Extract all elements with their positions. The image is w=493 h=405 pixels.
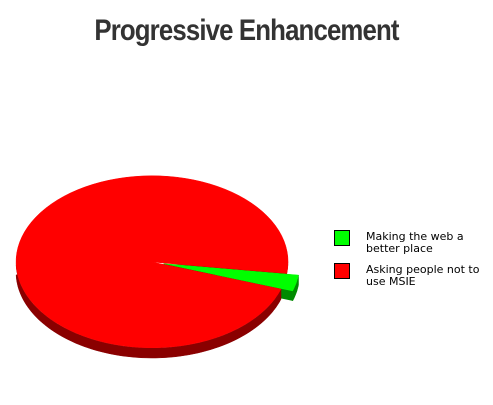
- chart-title: Progressive Enhancement: [94, 14, 399, 47]
- legend-label: Making the web a better place: [366, 230, 464, 255]
- legend-swatch-red: [334, 263, 350, 279]
- pie-slices: [15, 175, 299, 348]
- legend-item-msie: Asking people not to use MSIE: [334, 262, 484, 295]
- legend-swatch-green: [334, 230, 350, 246]
- legend-item-better-web: Making the web a better place: [334, 229, 484, 262]
- pie-slice: [15, 175, 289, 348]
- legend: Making the web a better place Asking peo…: [334, 229, 484, 295]
- pie-slice: [163, 263, 299, 292]
- legend-label: Asking people not to use MSIE: [366, 263, 480, 288]
